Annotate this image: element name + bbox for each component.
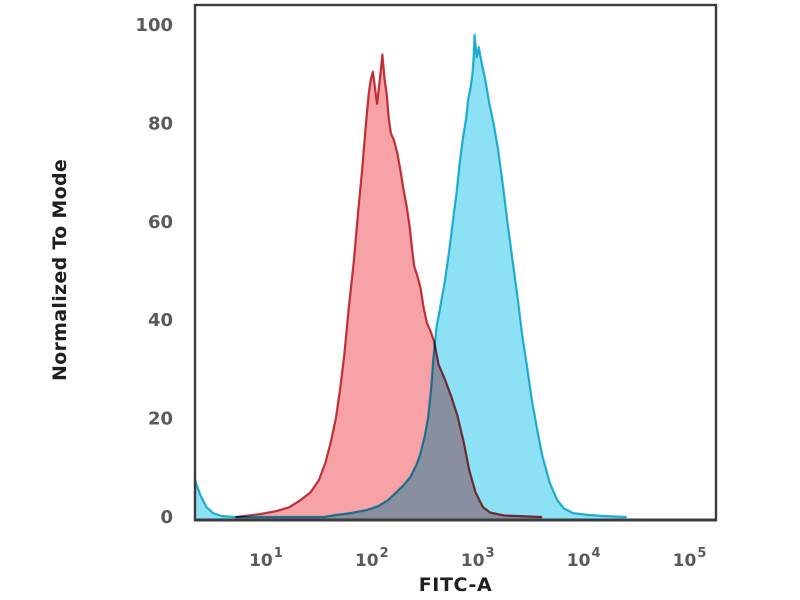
cyan-series-line bbox=[193, 33, 628, 519]
x-tick-label-10e2: 102 bbox=[355, 546, 389, 571]
y-tick-label-100: 100 bbox=[135, 15, 173, 36]
x-tick-label-10e1: 101 bbox=[249, 546, 283, 571]
x-tick-base: 10 bbox=[567, 551, 591, 571]
x-tick-base: 10 bbox=[249, 551, 273, 571]
x-tick-label-10e4: 104 bbox=[567, 546, 601, 571]
y-tick-label-20: 20 bbox=[148, 409, 173, 430]
x-tick-exponent: 5 bbox=[697, 546, 706, 561]
x-tick-base: 10 bbox=[355, 551, 379, 571]
red-series-area bbox=[236, 54, 542, 519]
y-tick-label-0: 0 bbox=[160, 507, 173, 528]
x-axis-title: FITC-A bbox=[418, 574, 493, 596]
x-tick-exponent: 2 bbox=[380, 546, 389, 561]
y-axis-title-text: Normalized To Mode bbox=[49, 158, 71, 382]
x-tick-exponent: 4 bbox=[591, 546, 600, 561]
y-tick-label-60: 60 bbox=[148, 212, 173, 233]
y-tick-label-40: 40 bbox=[148, 310, 173, 331]
y-tick-label-80: 80 bbox=[148, 113, 173, 134]
x-tick-base: 10 bbox=[673, 551, 697, 571]
x-tick-label-10e5: 105 bbox=[673, 546, 707, 571]
x-tick-label-10e3: 103 bbox=[461, 546, 495, 571]
cyan-series-area bbox=[195, 34, 626, 520]
x-tick-exponent: 3 bbox=[486, 546, 495, 561]
x-tick-exponent: 1 bbox=[274, 546, 283, 561]
x-tick-base: 10 bbox=[461, 551, 485, 571]
